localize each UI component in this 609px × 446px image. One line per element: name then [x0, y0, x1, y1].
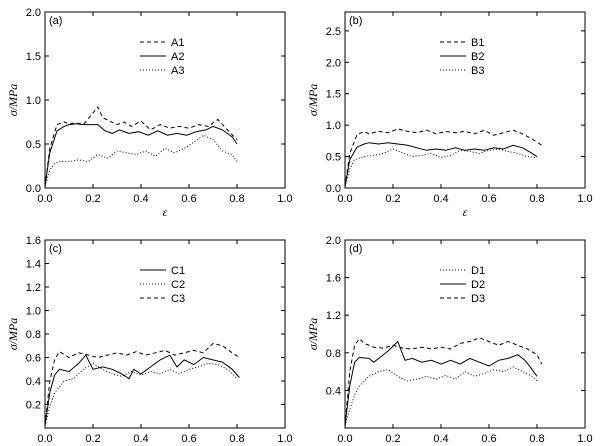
plot-frame: [44, 239, 286, 429]
panel-label: (a): [49, 15, 62, 27]
y-tick-label: 0.4: [326, 385, 341, 397]
y-tick-label: 0.6: [26, 353, 41, 365]
x-tick-label: 1.0: [277, 433, 292, 445]
y-tick-label: 1.5: [26, 51, 41, 63]
legend-label-D1: D1: [471, 265, 485, 277]
y-tick-label: 2.0: [326, 57, 341, 69]
legend-label-D3: D3: [471, 293, 485, 305]
y-tick-label: 0.0: [326, 183, 341, 195]
x-tick-label: 0.4: [133, 193, 148, 205]
y-tick-label: 0.0: [26, 183, 41, 195]
series-line-A2: [44, 123, 238, 187]
series-line-B3: [344, 148, 538, 187]
x-tick-label: 0.8: [529, 193, 544, 205]
y-tick-label: 0.5: [26, 139, 41, 151]
series-line-C2: [44, 362, 238, 426]
legend-label-B1: B1: [471, 37, 484, 49]
series-line-A3: [44, 134, 238, 187]
y-tick-label: 1.6: [26, 235, 41, 247]
panel-label: (c): [49, 243, 62, 255]
series-line-C3: [44, 342, 240, 426]
y-tick-label: 1.0: [326, 120, 341, 132]
series-line-B1: [344, 128, 543, 187]
legend-label-D2: D2: [471, 279, 485, 291]
legend-label-A3: A3: [171, 65, 184, 77]
y-axis-label: σ/MPa: [6, 318, 20, 351]
panel-d: 0.00.20.40.60.81.00.40.81.21.62.0εσ/MPa(…: [306, 235, 593, 446]
x-tick-label: 0.2: [385, 433, 400, 445]
x-tick-label: 0.0: [337, 193, 352, 205]
x-tick-label: 0.4: [433, 193, 448, 205]
x-tick-label: 0.0: [37, 193, 52, 205]
x-tick-label: 0.6: [481, 433, 496, 445]
y-tick-label: 0.8: [326, 348, 341, 360]
y-tick-label: 1.2: [26, 282, 41, 294]
y-tick-label: 0.2: [26, 400, 41, 412]
legend-label-C3: C3: [171, 293, 185, 305]
panel-c: 0.0 0.2 0.4 0.6 0.8 1.0 0.2 0.4 0.6 0.8 1.0 1.2 1.4 1…: [6, 235, 293, 446]
x-tick-label: 1.0: [277, 193, 292, 205]
y-axis-label: σ/MPa: [306, 318, 320, 351]
series-line-D1: [344, 366, 538, 427]
x-tick-label: 0.8: [229, 433, 244, 445]
y-tick-label: 0.5: [326, 152, 341, 164]
panel-a: 0.0 0.2 0.4 0.6 0.8 1.0 0.0 0.5 1.0 1.5 2.0 ε σ/MPa (…: [6, 7, 293, 219]
y-tick-label: 2.0: [326, 235, 341, 247]
y-tick-label: 2.5: [326, 26, 341, 38]
x-axis-label: ε: [463, 205, 468, 219]
x-tick-label: 0.4: [433, 433, 448, 445]
series-line-D2: [344, 340, 538, 427]
panel-b: 0.0 0.2 0.4 0.6 0.8 1.0 0.0 0.5 1.0 1.5 2.0 2.5 ε σ/M…: [306, 11, 593, 219]
x-tick-label: 0.8: [529, 433, 544, 445]
y-tick-label: 1.0: [26, 306, 41, 318]
y-axis-label: σ/MPa: [306, 84, 320, 117]
y-tick-label: 0.4: [26, 376, 41, 388]
y-tick-label: 1.4: [26, 259, 41, 271]
y-tick-label: 1.6: [326, 273, 341, 285]
x-tick-label: 0.8: [229, 193, 244, 205]
plot-frame: [44, 11, 286, 189]
series-line-C1: [44, 354, 240, 426]
y-tick-label: 1.2: [326, 310, 341, 322]
legend-label-C2: C2: [171, 279, 185, 291]
x-axis-label: ε: [163, 205, 168, 219]
series-line-B2: [344, 142, 538, 187]
series-line-A1: [44, 106, 238, 187]
series-line-D3: [344, 337, 543, 427]
x-tick-label: 0.6: [481, 193, 496, 205]
y-tick-label: 2.0: [26, 7, 41, 19]
x-tick-label: 0.0: [337, 433, 352, 445]
legend-label-B3: B3: [471, 65, 484, 77]
x-tick-label: 1.0: [577, 433, 592, 445]
plot-frame: [344, 239, 586, 429]
x-tick-label: 0.2: [85, 193, 100, 205]
x-tick-label: 0.2: [85, 433, 100, 445]
x-tick-label: 0.4: [133, 433, 148, 445]
legend-label-C1: C1: [171, 265, 185, 277]
y-tick-label: 1.0: [26, 95, 41, 107]
x-tick-label: 0.6: [181, 193, 196, 205]
legend-label-A2: A2: [171, 51, 184, 63]
panel-label: (d): [349, 243, 362, 255]
plot-frame: [344, 11, 586, 189]
x-tick-label: 0.6: [181, 433, 196, 445]
x-tick-label: 1.0: [577, 193, 592, 205]
panel-label: (b): [349, 15, 362, 27]
legend-label-B2: B2: [471, 51, 484, 63]
y-tick-label: 1.5: [326, 89, 341, 101]
y-axis-label: σ/MPa: [6, 84, 20, 117]
y-tick-label: 0.8: [26, 329, 41, 341]
x-tick-label: 0.2: [385, 193, 400, 205]
x-tick-label: 0.0: [37, 433, 52, 445]
legend-label-A1: A1: [171, 37, 184, 49]
